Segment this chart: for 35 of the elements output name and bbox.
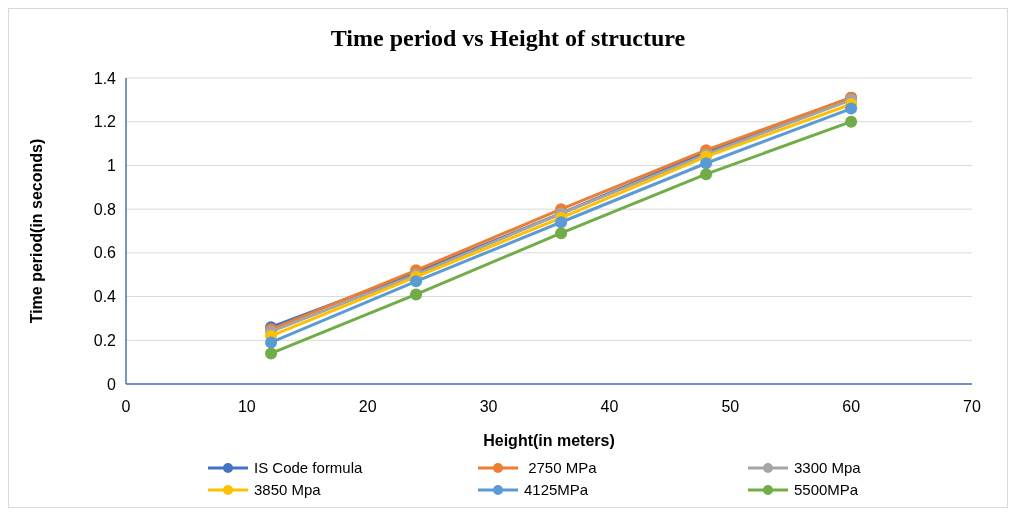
y-tick-label: 1 xyxy=(107,157,117,175)
point xyxy=(410,275,423,288)
legend-label: 3300 Mpa xyxy=(794,459,862,477)
y-tick-label: 0.8 xyxy=(93,200,117,218)
x-tick-label: 0 xyxy=(121,398,131,415)
y-tick-label: 1.2 xyxy=(93,113,117,131)
x-axis-title: Height(in meters) xyxy=(483,432,615,449)
point xyxy=(555,216,568,229)
y-tick-label: 0.2 xyxy=(93,331,117,349)
x-tick-label: 70 xyxy=(963,398,981,415)
chart-title: Time period vs Height of structure xyxy=(330,25,686,51)
x-tick-label: 60 xyxy=(842,398,861,415)
legend-label: IS Code formula xyxy=(254,459,364,477)
y-tick-label: 0 xyxy=(107,375,117,393)
y-tick-label: 1.4 xyxy=(93,69,117,87)
point xyxy=(845,115,858,128)
legend-label: 2750 MPa xyxy=(524,459,598,477)
point xyxy=(555,227,568,240)
point xyxy=(265,336,278,349)
y-axis-title: Time period(in seconds) xyxy=(28,138,45,324)
y-tick-label: 0.4 xyxy=(93,288,117,306)
point xyxy=(700,157,713,170)
y-tick-label: 0.6 xyxy=(93,244,117,262)
x-tick-label: 30 xyxy=(479,398,498,415)
legend-label: 4125MPa xyxy=(524,481,589,499)
x-tick-label: 20 xyxy=(358,398,377,415)
x-tick-label: 40 xyxy=(600,398,619,415)
point xyxy=(845,102,858,115)
legend-label: 3850 Mpa xyxy=(254,481,322,499)
point xyxy=(265,347,278,360)
point xyxy=(700,168,713,181)
point xyxy=(410,288,423,301)
x-tick-label: 50 xyxy=(721,398,740,415)
legend-label: 5500MPa xyxy=(794,481,859,499)
x-tick-label: 10 xyxy=(237,398,256,415)
